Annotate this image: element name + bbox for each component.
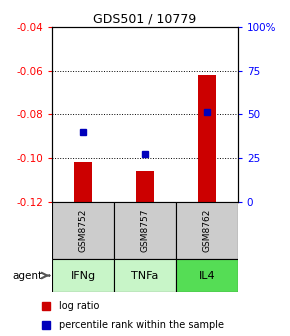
Text: log ratio: log ratio bbox=[59, 301, 99, 311]
Text: GSM8752: GSM8752 bbox=[79, 208, 88, 252]
Bar bbox=[176, 202, 238, 259]
Text: IL4: IL4 bbox=[199, 270, 215, 281]
Bar bbox=[74, 162, 93, 202]
Bar bbox=[197, 75, 216, 202]
Text: TNFa: TNFa bbox=[131, 270, 159, 281]
Bar bbox=[52, 202, 114, 259]
Bar bbox=[114, 259, 176, 292]
Bar bbox=[52, 259, 114, 292]
Bar bbox=[136, 171, 154, 202]
Text: IFNg: IFNg bbox=[70, 270, 96, 281]
Text: percentile rank within the sample: percentile rank within the sample bbox=[59, 320, 224, 330]
Title: GDS501 / 10779: GDS501 / 10779 bbox=[93, 13, 197, 26]
Text: GSM8762: GSM8762 bbox=[202, 208, 211, 252]
Bar bbox=[114, 202, 176, 259]
Text: GSM8757: GSM8757 bbox=[140, 208, 150, 252]
Bar bbox=[176, 259, 238, 292]
Text: agent: agent bbox=[13, 270, 43, 281]
